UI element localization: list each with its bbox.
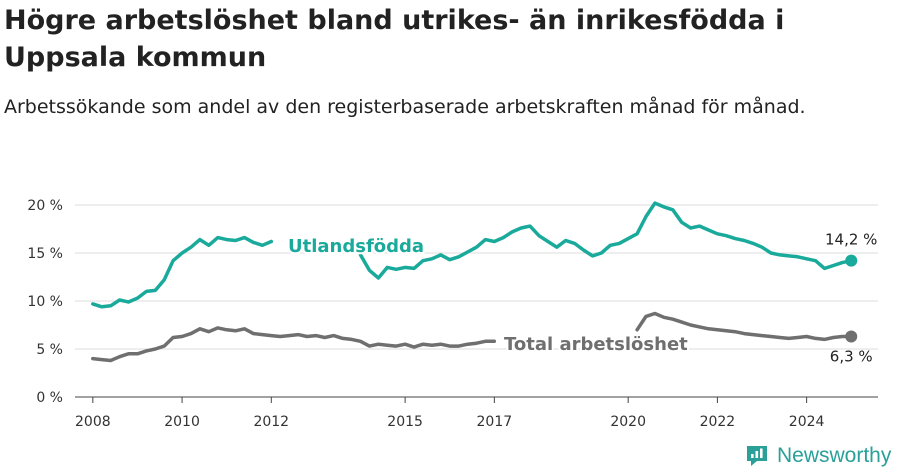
chart-title: Högre arbetslöshet bland utrikes- än inr… [4, 5, 785, 73]
x-tick-label: 2024 [789, 414, 825, 430]
end-value-label-total: 6,3 % [830, 348, 873, 366]
y-tick-label: 5 % [36, 342, 63, 358]
end-point-utlandsf-dda [845, 254, 858, 267]
series-line-total-arbetsl-shet [91, 326, 497, 363]
x-tick-label: 2010 [164, 414, 200, 430]
x-tick-label: 2008 [75, 414, 111, 430]
brand-name: Newsworthy [777, 444, 892, 467]
series-label-utlandsfodda: Utlandsfödda [288, 236, 424, 257]
end-value-label-utlandsfodda: 14,2 % [825, 231, 877, 249]
y-tick-label: 20 % [27, 198, 63, 214]
series-line-utlandsf-dda [358, 201, 853, 280]
x-tick-label: 2017 [477, 414, 513, 430]
y-tick-label: 15 % [27, 246, 63, 262]
end-point-total-arbetsl-shet [845, 330, 858, 343]
x-tick-label: 2020 [610, 414, 646, 430]
y-tick-label: 10 % [27, 294, 63, 310]
newsworthy-logo-icon [747, 446, 767, 466]
y-tick-label: 0 % [36, 390, 63, 406]
chart-subtitle: Arbetssökande som andel av den registerb… [4, 96, 806, 118]
x-tick-label: 2022 [700, 414, 736, 430]
x-tick-label: 2012 [253, 414, 289, 430]
series-line-total-arbetsl-shet [635, 311, 853, 342]
x-tick-label: 2015 [387, 414, 423, 430]
series-label-total-arbetsloshet: Total arbetslöshet [504, 334, 688, 355]
brand-logo[interactable]: Newsworthy [745, 442, 891, 470]
series-line-utlandsf-dda [91, 235, 274, 309]
